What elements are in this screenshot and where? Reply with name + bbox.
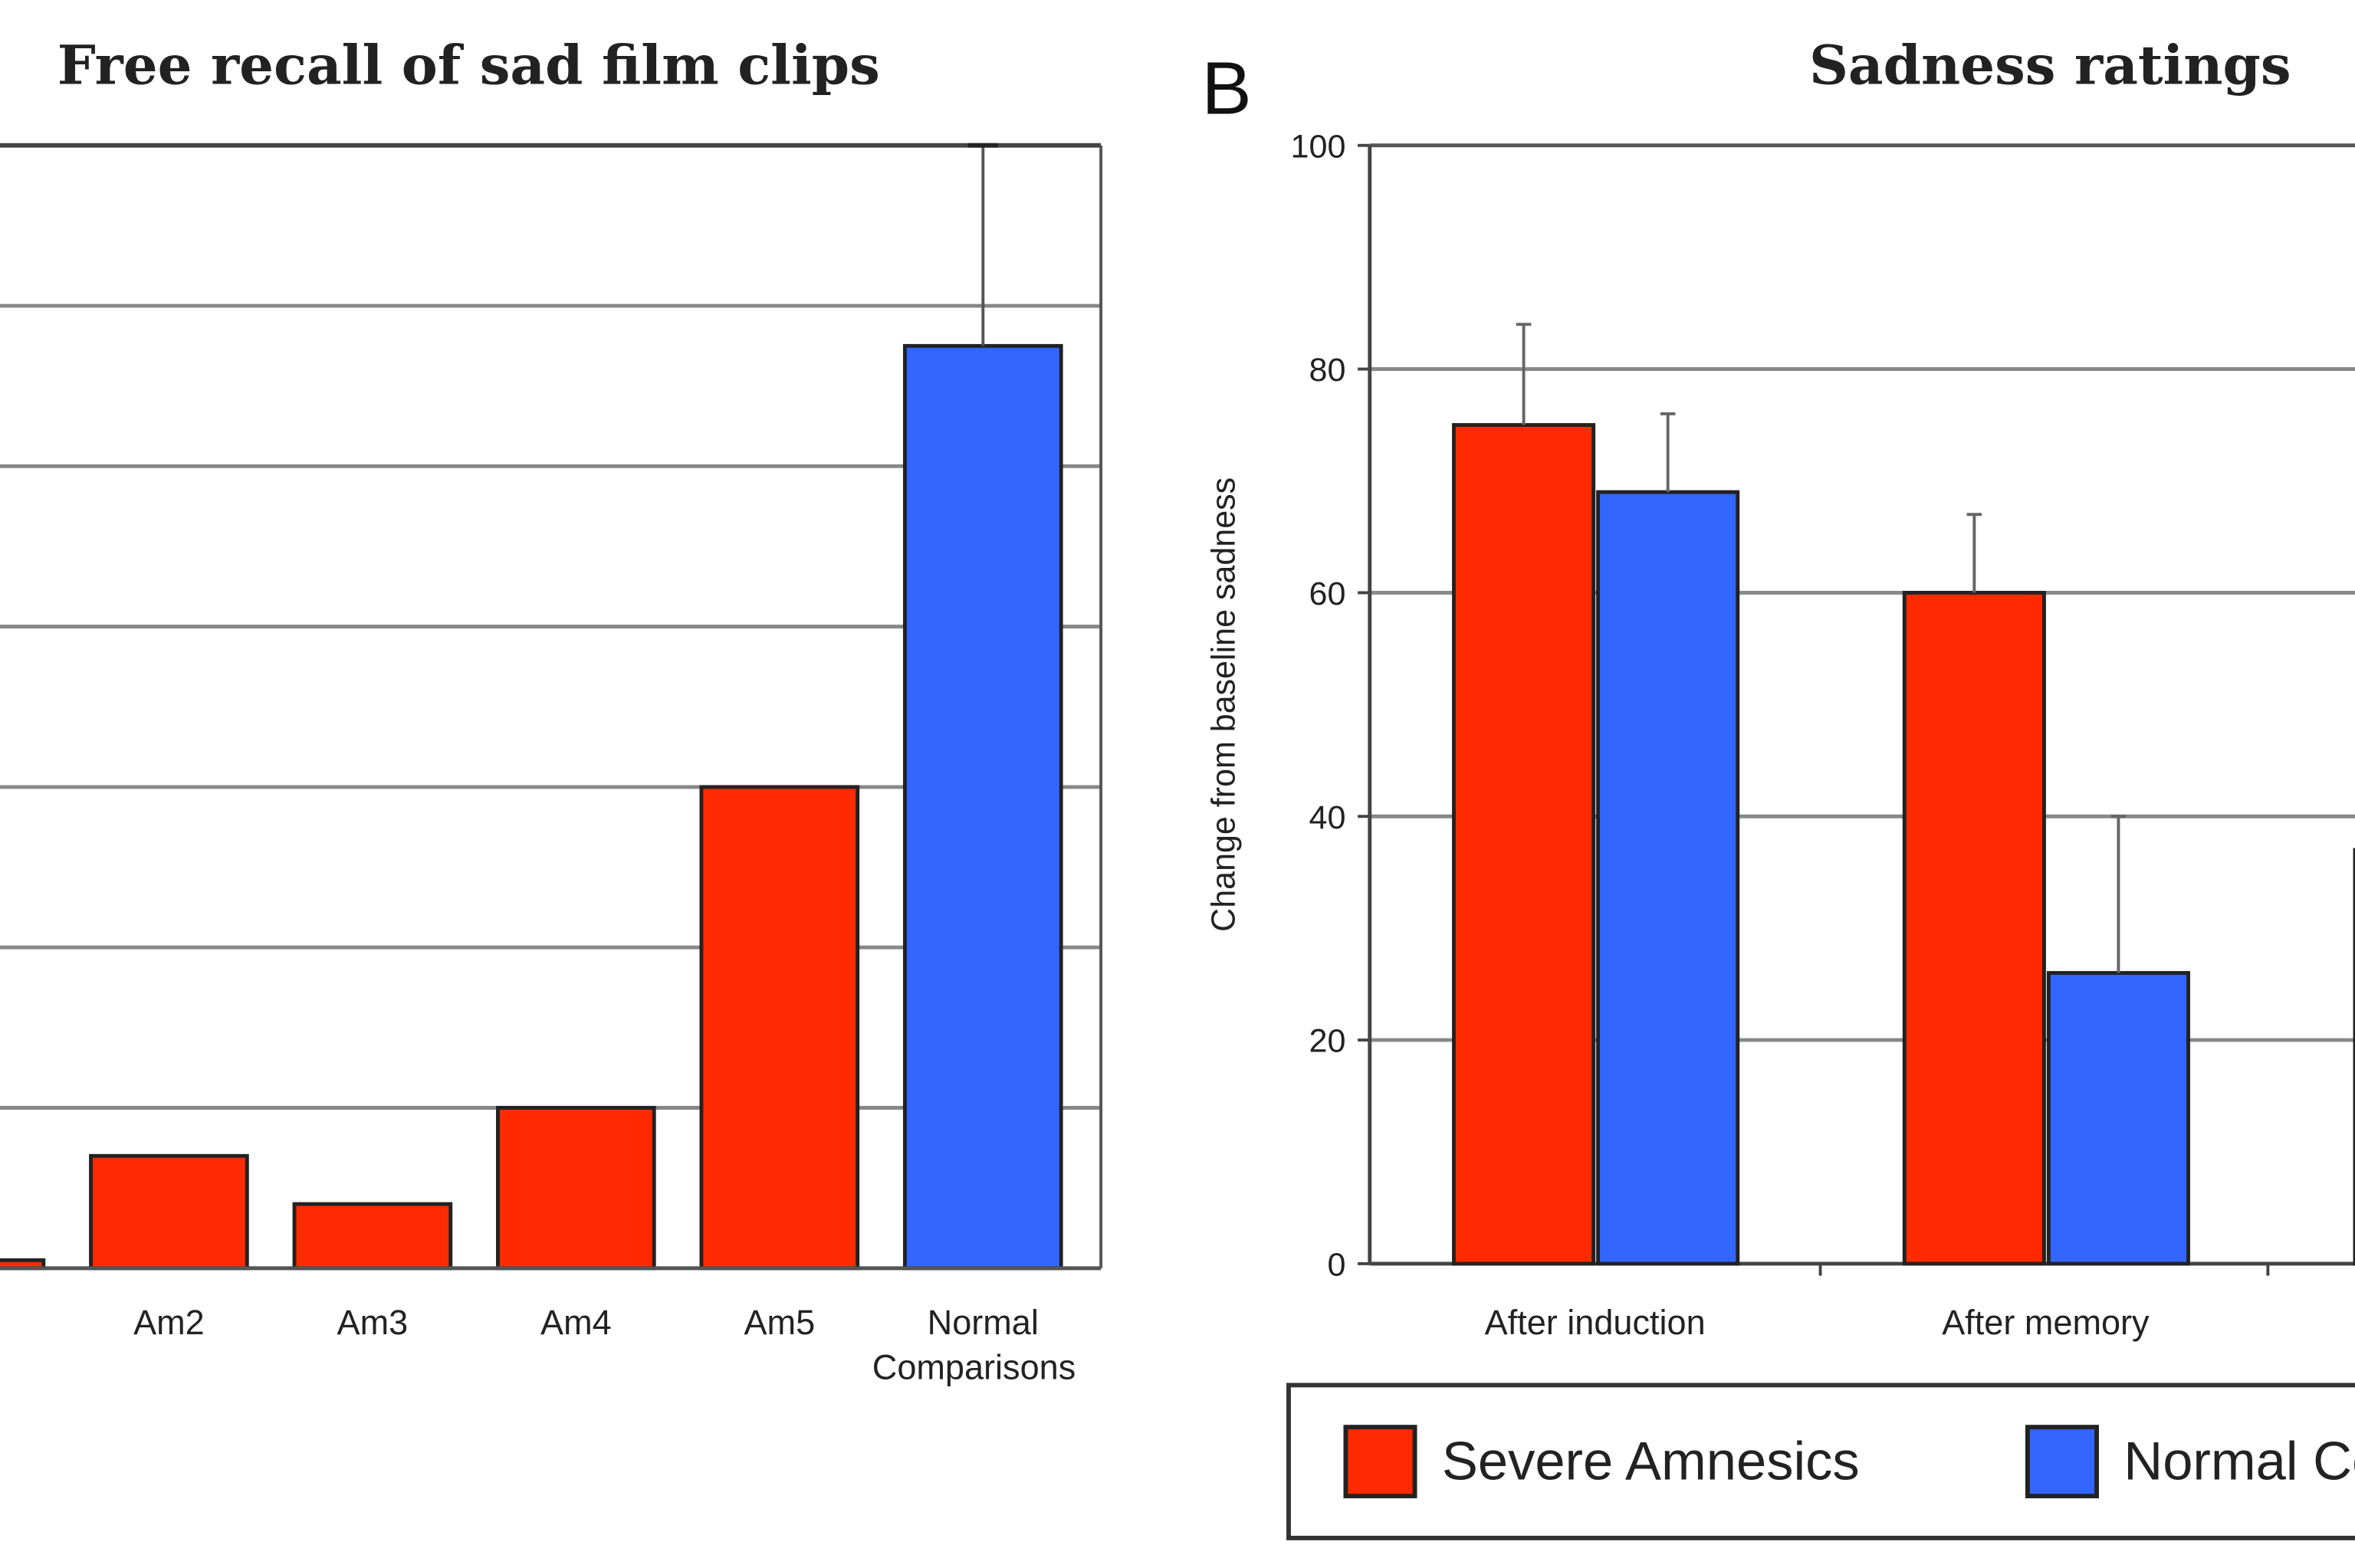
- bar-normal-comparisons: [1596, 490, 1740, 1266]
- x-tick-label: Comparisons: [872, 1348, 1076, 1387]
- bar-am3: [292, 1202, 453, 1271]
- legend: Severe Amnesics Normal Comparisons: [1286, 1383, 2355, 1540]
- bar-am2: [89, 1153, 249, 1271]
- y-tick-label: 80: [1309, 352, 1345, 389]
- bar-severe-amnesics: [1452, 423, 1596, 1266]
- chart-b-title: Sadness ratings: [1809, 34, 2291, 97]
- legend-swatch-severe-amnesics: [1343, 1425, 1417, 1499]
- x-tick-label: After induction: [1485, 1303, 1706, 1342]
- x-tick-label: Am5: [744, 1303, 815, 1342]
- chart-b-x-labels: After induction After memory: [1485, 1303, 2150, 1342]
- y-tick-label: 60: [1309, 576, 1345, 612]
- x-tick-label: Am4: [540, 1303, 612, 1342]
- x-tick-label: Am1: [0, 1303, 1, 1342]
- x-tick-label: Am3: [337, 1303, 409, 1342]
- chart-a-gridlines: [0, 143, 1102, 1271]
- x-tick-label: Am2: [133, 1303, 205, 1342]
- chart-b-y-axis-label: Change from baseline sadness: [1205, 477, 1242, 932]
- x-tick-label: After memory: [1942, 1303, 2150, 1342]
- bar-normal-comparisons: [902, 343, 1063, 1271]
- legend-box: [1286, 1383, 2355, 1540]
- y-tick-label: 20: [1309, 1023, 1345, 1060]
- chart-b-bars: [1452, 323, 2355, 1266]
- panel-label-b: B: [1201, 46, 1251, 130]
- chart-a-title: Free recall of sad film clips: [57, 34, 880, 97]
- bar-am1: [0, 1258, 46, 1271]
- bar-am4: [496, 1106, 656, 1271]
- legend-swatch-normal-comparisons: [2025, 1425, 2099, 1499]
- chart-b-gridlines: 0 20 40 60 80 100: [1291, 128, 2355, 1284]
- chart-a-x-labels: Am1 Am2 Am3 Am4 Am5 Normal Comparisons: [0, 1303, 1076, 1387]
- bar-normal-comparisons: [2046, 971, 2190, 1266]
- chart-a-bars: [0, 143, 1102, 1271]
- y-tick-label: 100: [1291, 128, 1346, 165]
- y-tick-label: 40: [1309, 799, 1345, 836]
- bar-severe-amnesics: [1902, 590, 2046, 1266]
- legend-label-severe-amnesics: Severe Amnesics: [1442, 1431, 1860, 1491]
- bar-am5: [699, 785, 860, 1271]
- y-tick-label: 0: [1327, 1247, 1345, 1284]
- x-tick-label: Normal: [928, 1303, 1039, 1342]
- legend-label-normal-comparisons: Normal Comparisons: [2123, 1431, 2355, 1491]
